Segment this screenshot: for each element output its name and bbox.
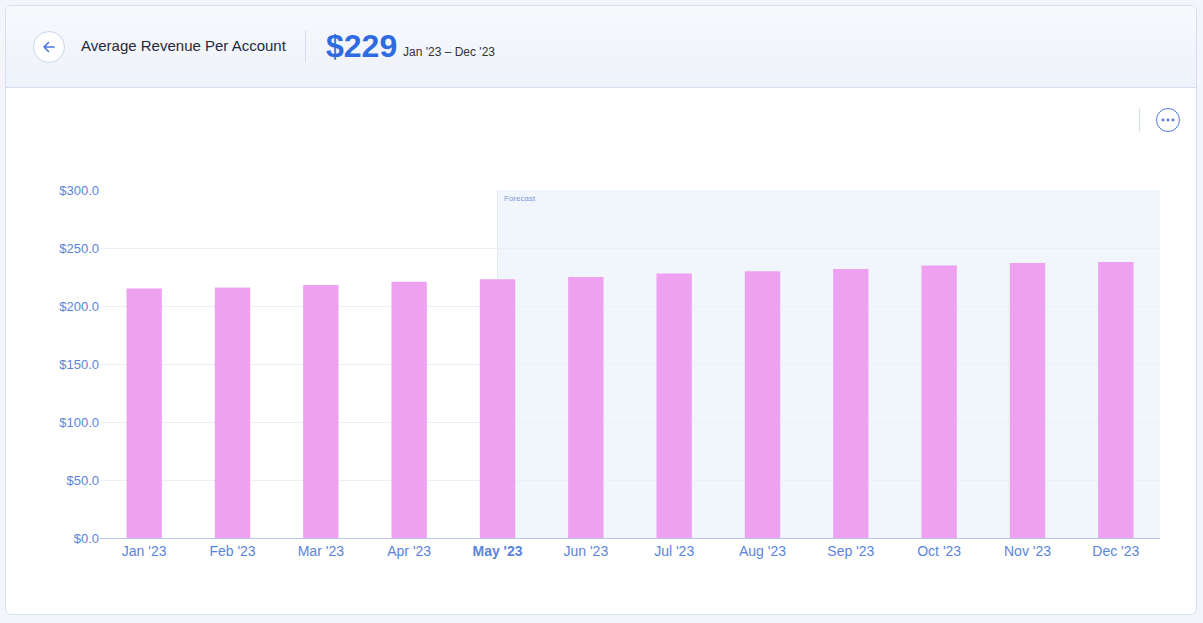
svg-text:$100.0: $100.0 <box>59 415 99 430</box>
svg-text:Nov '23: Nov '23 <box>1004 543 1051 559</box>
svg-text:$200.0: $200.0 <box>59 299 99 314</box>
html-text:$229: $229 <box>326 28 398 64</box>
svg-text:Forecast: Forecast <box>504 194 536 203</box>
svg-text:$150.0: $150.0 <box>59 357 99 372</box>
svg-text:$300.0: $300.0 <box>59 183 99 198</box>
html-text:Jan '23 – Dec '23: Jan '23 – Dec '23 <box>403 45 495 59</box>
svg-text:Jul '23: Jul '23 <box>654 543 694 559</box>
svg-text:May '23: May '23 <box>472 543 522 559</box>
svg-text:Mar '23: Mar '23 <box>298 543 344 559</box>
svg-text:Jun '23: Jun '23 <box>563 543 608 559</box>
svg-text:Oct '23: Oct '23 <box>917 543 961 559</box>
html-text:Average Revenue Per Account: Average Revenue Per Account <box>81 37 286 54</box>
svg-text:Feb '23: Feb '23 <box>209 543 255 559</box>
svg-text:$50.0: $50.0 <box>66 473 99 488</box>
svg-text:Aug '23: Aug '23 <box>739 543 786 559</box>
svg-text:Jan '23: Jan '23 <box>122 543 167 559</box>
svg-text:Apr '23: Apr '23 <box>387 543 431 559</box>
svg-text:Sep '23: Sep '23 <box>827 543 874 559</box>
svg-text:$250.0: $250.0 <box>59 241 99 256</box>
svg-text:$0.0: $0.0 <box>74 531 99 546</box>
svg-text:Dec '23: Dec '23 <box>1092 543 1139 559</box>
